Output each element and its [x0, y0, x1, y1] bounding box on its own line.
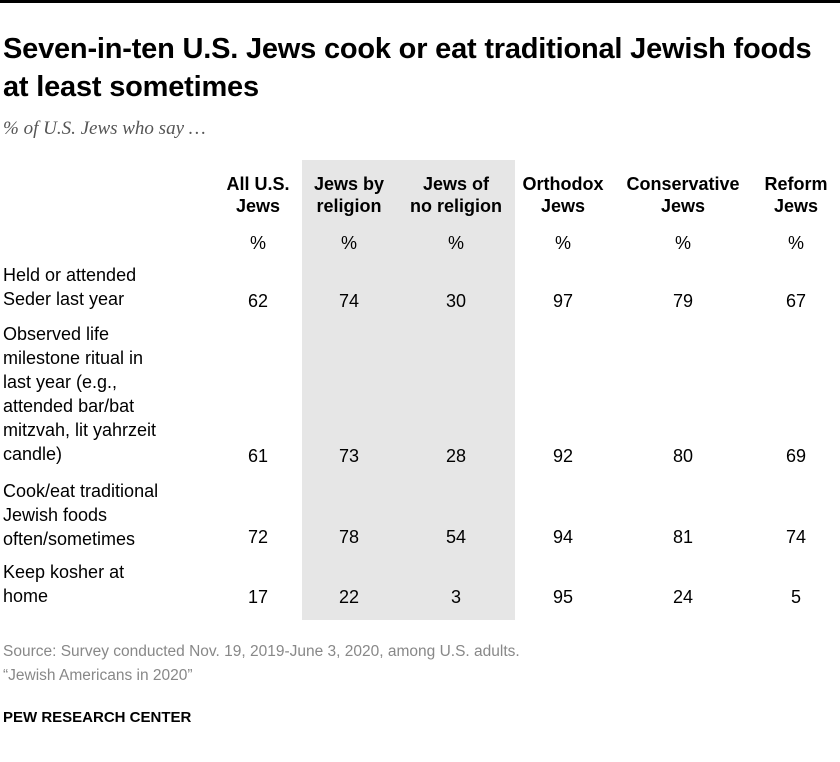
value-cell: 79 — [672, 291, 694, 311]
column-header-line: no religion — [410, 196, 502, 216]
column-header: Jews of no religion — [398, 173, 514, 217]
value-cell: 5 — [790, 587, 801, 607]
percent-unit-label: % — [447, 233, 464, 253]
column-header-line: Jews — [235, 196, 281, 216]
percent-unit-label: % — [340, 233, 357, 253]
row-label-line: often/sometimes — [3, 529, 136, 549]
value-cell: 54 — [445, 527, 467, 547]
source-line: Source: Survey conducted Nov. 19, 2019-J… — [3, 643, 520, 660]
column-header-line: Reform — [764, 174, 828, 194]
column-header: Reform Jews — [754, 173, 838, 217]
column-header-line: Orthodox — [522, 174, 604, 194]
column-header-line: Jews — [660, 196, 706, 216]
percent-unit-label: % — [249, 233, 266, 253]
report-title: “Jewish Americans in 2020” — [3, 667, 193, 684]
row-label: Held or attended Seder last year — [3, 263, 208, 311]
value-cell: 17 — [247, 587, 269, 607]
row-label: Observed life milestone ritual in last yea… — [3, 322, 208, 466]
column-header-line: religion — [316, 196, 382, 216]
row-label-line: last year (e.g., — [3, 372, 118, 392]
column-header: All U.S. Jews — [213, 173, 303, 217]
row-label-line: Keep kosher at — [3, 562, 125, 582]
row-label-line: Held or attended — [3, 265, 137, 285]
value-cell: 78 — [338, 527, 360, 547]
row-label-line: home — [3, 586, 49, 606]
value-cell: 69 — [785, 446, 807, 466]
brand-name: PEW RESEARCH CENTER — [3, 709, 192, 726]
row-label-line: Seder last year — [3, 289, 125, 309]
value-cell: 72 — [247, 527, 269, 547]
column-header: Orthodox Jews — [513, 173, 613, 217]
value-cell: 74 — [785, 527, 807, 547]
percent-unit-label: % — [787, 233, 804, 253]
row-label-line: Cook/eat traditional — [3, 481, 159, 501]
value-cell: 22 — [338, 587, 360, 607]
row-label-line: candle) — [3, 444, 63, 464]
column-header-line: Jews — [540, 196, 586, 216]
highlight-band — [302, 160, 515, 620]
value-cell: 61 — [247, 446, 269, 466]
value-cell: 94 — [552, 527, 574, 547]
value-cell: 80 — [672, 446, 694, 466]
row-label-line: attended bar/bat — [3, 396, 135, 416]
value-cell: 81 — [672, 527, 694, 547]
value-cell: 95 — [552, 587, 574, 607]
value-cell: 24 — [672, 587, 694, 607]
column-header-line: Conservative — [626, 174, 740, 194]
row-label: Cook/eat traditional Jewish foods often/so… — [3, 479, 208, 551]
column-header-line: Jews by — [313, 174, 385, 194]
column-header-line: Jews — [773, 196, 819, 216]
value-cell: 28 — [445, 446, 467, 466]
value-cell: 30 — [445, 291, 467, 311]
column-header-line: All U.S. — [226, 174, 290, 194]
column-header-line: Jews of — [422, 174, 490, 194]
column-header: Conservative Jews — [608, 173, 758, 217]
value-cell: 3 — [450, 587, 461, 607]
chart-subtitle: % of U.S. Jews who say … — [3, 118, 206, 139]
value-cell: 62 — [247, 291, 269, 311]
top-rule — [0, 0, 840, 3]
percent-unit-label: % — [674, 233, 691, 253]
value-cell: 92 — [552, 446, 574, 466]
value-cell: 74 — [338, 291, 360, 311]
value-cell: 67 — [785, 291, 807, 311]
column-header: Jews by religion — [302, 173, 397, 217]
percent-unit-label: % — [554, 233, 571, 253]
value-cell: 73 — [338, 446, 360, 466]
source-note: Source: Survey conducted Nov. 19, 2019-J… — [3, 640, 520, 688]
row-label: Keep kosher at home — [3, 560, 208, 608]
row-label-line: Observed life — [3, 324, 110, 344]
value-cell: 97 — [552, 291, 574, 311]
row-label-line: Jewish foods — [3, 505, 108, 525]
row-label-line: milestone ritual in — [3, 348, 144, 368]
row-label-line: mitzvah, lit yahrzeit — [3, 420, 157, 440]
chart-title: Seven-in-ten U.S. Jews cook or eat tradi… — [3, 33, 812, 103]
